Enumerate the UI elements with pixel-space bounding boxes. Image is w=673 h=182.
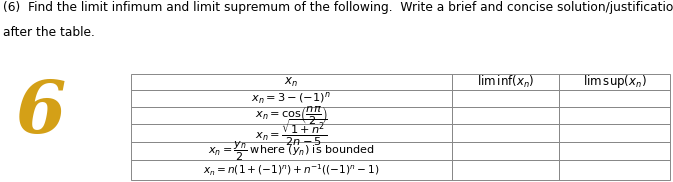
Text: $x_n = n(1+(-1)^n)+n^{-1}((-1)^n-1)$: $x_n = n(1+(-1)^n)+n^{-1}((-1)^n-1)$ xyxy=(203,163,380,178)
Text: $\mathrm{lim\,inf}(x_n)$: $\mathrm{lim\,inf}(x_n)$ xyxy=(476,74,534,90)
Text: $x_n = \cos\!\left(\dfrac{n\pi}{2}\right)$: $x_n = \cos\!\left(\dfrac{n\pi}{2}\right… xyxy=(255,104,328,126)
Text: $x_n = \dfrac{y_n}{2}\;\text{where }(y_n)\text{ is bounded}$: $x_n = \dfrac{y_n}{2}\;\text{where }(y_n… xyxy=(208,139,375,163)
Text: $x_n = \dfrac{\sqrt{1+n^2}}{2n-5}$: $x_n = \dfrac{\sqrt{1+n^2}}{2n-5}$ xyxy=(255,118,328,148)
Text: after the table.: after the table. xyxy=(3,26,96,39)
Text: 6: 6 xyxy=(15,77,65,148)
Text: $\mathrm{lim\,sup}(x_n)$: $\mathrm{lim\,sup}(x_n)$ xyxy=(583,74,646,90)
Text: (6)  Find the limit infimum and limit supremum of the following.  Write a brief : (6) Find the limit infimum and limit sup… xyxy=(3,1,673,14)
Text: $x_n$: $x_n$ xyxy=(285,75,298,88)
Text: $x_n = 3 - (-1)^n$: $x_n = 3 - (-1)^n$ xyxy=(252,91,331,106)
